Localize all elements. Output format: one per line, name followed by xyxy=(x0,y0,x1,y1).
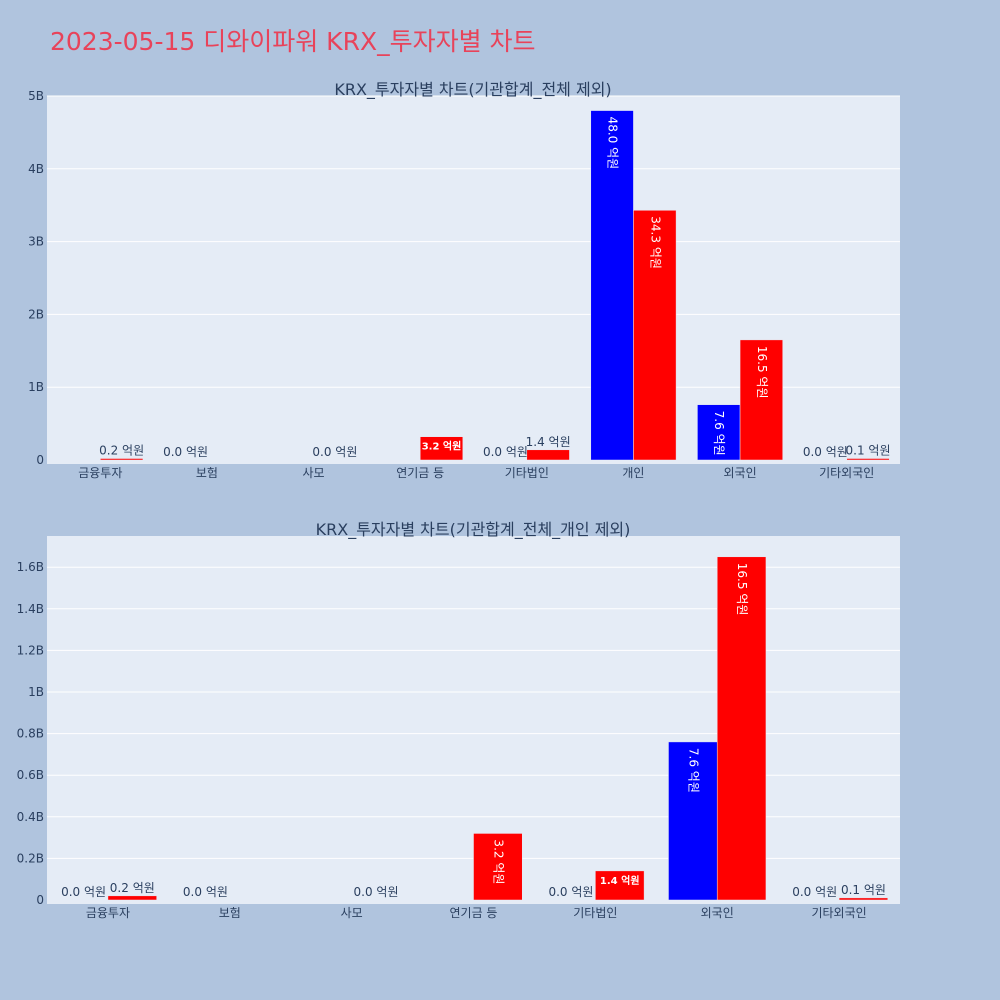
bar-value-label: 0.0 억원 xyxy=(354,885,399,899)
bar-value-label: 0.2 억원 xyxy=(99,444,144,458)
bar-value-label: 16.5 억원 xyxy=(735,563,749,616)
y-tick-label: 0 xyxy=(36,453,44,467)
x-tick-label: 연기금 등 xyxy=(450,906,498,920)
bar-value-label: 0.0 억원 xyxy=(312,445,357,459)
bar xyxy=(697,404,741,461)
x-tick-label: 사모 xyxy=(303,466,325,480)
bar-value-label: 0.0 억원 xyxy=(803,445,848,459)
bar xyxy=(716,556,767,901)
bar xyxy=(739,339,783,461)
bar-value-label: 0.0 억원 xyxy=(792,885,837,899)
bar xyxy=(526,449,570,461)
y-tick-label: 2B xyxy=(28,307,44,321)
x-tick-label: 사모 xyxy=(341,906,363,920)
x-tick-label: 기타외국인 xyxy=(811,906,866,920)
bar-value-label: 0.0 억원 xyxy=(163,445,208,459)
x-tick-label: 외국인 xyxy=(724,466,757,480)
chart-investor-excl-institution-total: 0.2 억원 0.0 억원 0.0 억원 3.2 억원 0.0 억원1.4 억원48.0… xyxy=(28,80,900,480)
bar-value-label: 16.5 억원 xyxy=(755,346,769,399)
bar-value-label: 0.0 억원 xyxy=(548,885,593,899)
y-tick-label: 0.6B xyxy=(17,768,44,782)
y-tick-label: 1B xyxy=(28,380,44,394)
data-labels: 0.2 억원 0.0 억원 0.0 억원 3.2 억원 0.0 억원1.4 억원48.0… xyxy=(99,117,890,459)
axes: 0 0.2B 0.4B 0.6B 0.8B 1B 1.2B 1.4B 1.6B 금융투자 보험 사모 연… xyxy=(17,560,867,920)
bar-value-label: 34.3 억원 xyxy=(648,216,662,269)
x-tick-label: 금융투자 xyxy=(86,906,130,920)
y-tick-label: 0.4B xyxy=(17,810,44,824)
chart-title: KRX_투자자별 차트(기관합계_전체 제외) xyxy=(334,80,611,100)
data-labels: 0.0 억원 0.2 억원 0.0 억원 0.0 억원 3.2 억원 0.0 억원 1.4 … xyxy=(61,563,886,899)
y-tick-label: 0.8B xyxy=(17,727,44,741)
bar xyxy=(595,870,645,901)
gridlines xyxy=(47,95,900,388)
bar-value-label: 0.1 억원 xyxy=(841,883,886,897)
bar-value-label: 3.2 억원 xyxy=(422,440,462,453)
x-tick-label: 개인 xyxy=(622,466,644,480)
x-tick-label: 보험 xyxy=(196,466,218,480)
bar-value-label: 1.4 억원 xyxy=(600,874,640,887)
y-tick-label: 1.6B xyxy=(17,560,44,574)
bar xyxy=(473,833,523,901)
bar xyxy=(838,897,889,901)
y-tick-label: 0 xyxy=(36,893,44,907)
bar xyxy=(590,110,634,461)
bar-value-label: 0.0 억원 xyxy=(483,445,528,459)
bar xyxy=(846,458,890,461)
x-tick-label: 기타외국인 xyxy=(819,466,874,480)
y-tick-label: 1.2B xyxy=(17,643,44,657)
x-tick-label: 금융투자 xyxy=(78,466,122,480)
bar-value-label: 48.0 억원 xyxy=(606,117,620,170)
bar xyxy=(419,436,464,461)
x-tick-label: 연기금 등 xyxy=(396,466,444,480)
y-tick-label: 1B xyxy=(28,685,44,699)
bar-value-label: 0.1 억원 xyxy=(846,444,891,458)
y-tick-label: 1.4B xyxy=(17,602,44,616)
bar-value-label: 3.2 억원 xyxy=(491,839,505,884)
bars xyxy=(100,110,890,461)
y-tick-label: 3B xyxy=(28,235,44,249)
page-title: 2023-05-15 디와이파워 KRX_투자자별 차트 xyxy=(50,27,536,56)
bar-value-label: 0.0 억원 xyxy=(61,885,106,899)
bars xyxy=(107,556,889,901)
x-tick-label: 기타법인 xyxy=(505,466,549,480)
bar-value-label: 7.6 억원 xyxy=(712,411,726,456)
axes: 0 1B 2B 3B 4B 5B 금융투자 보험 사모 연기금 등 기타법인 개인 외국인 기타외국인 xyxy=(28,89,874,480)
x-tick-label: 보험 xyxy=(219,906,241,920)
bar xyxy=(107,895,157,901)
bar-value-label: 0.2 억원 xyxy=(110,881,155,895)
y-tick-label: 0.2B xyxy=(17,851,44,865)
chart-investor-excl-institution-total-and-individual: 0.0 억원 0.2 억원 0.0 억원 0.0 억원 3.2 억원 0.0 억원 1.4 … xyxy=(17,520,900,920)
bar xyxy=(100,458,144,461)
chart-title: KRX_투자자별 차트(기관합계_전체_개인 제외) xyxy=(316,520,631,540)
bar xyxy=(633,210,677,461)
x-tick-label: 기타법인 xyxy=(573,906,617,920)
y-tick-label: 5B xyxy=(28,89,44,103)
y-tick-label: 4B xyxy=(28,162,44,176)
bar-value-label: 7.6 억원 xyxy=(686,748,700,793)
bar-value-label: 1.4 억원 xyxy=(526,435,571,449)
x-tick-label: 외국인 xyxy=(701,906,734,920)
bar-value-label: 0.0 억원 xyxy=(183,885,228,899)
